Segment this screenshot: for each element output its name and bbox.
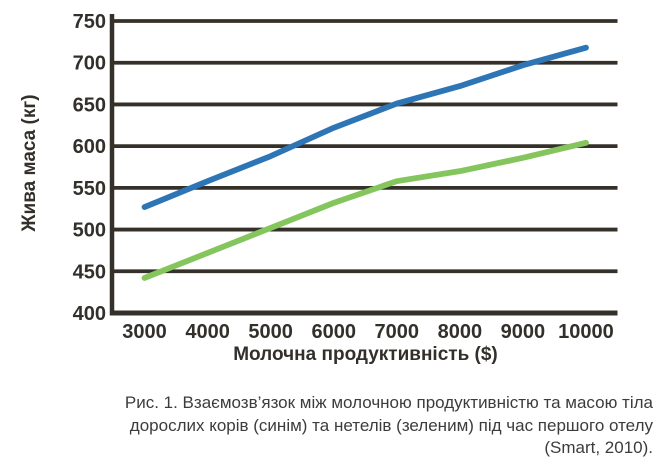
y-tick-label: 650 [73,94,106,116]
y-tick-label: 400 [73,303,106,325]
x-tick-label: 10000 [558,321,614,342]
caption-line-3: (Smart, 2010). [544,438,653,457]
x-tick-label: 3000 [122,321,167,342]
series-line-cows-blue [141,44,589,210]
y-tick-label: 500 [73,220,106,242]
y-tick-label: 750 [73,11,106,33]
x-tick-label: 5000 [248,321,293,342]
y-tick-label: 600 [73,136,106,158]
y-tick-label: 550 [73,178,106,200]
figure-caption: Рис. 1. Взаємозв’язок між молочною проду… [53,392,653,460]
y-tick-label: 700 [73,53,106,75]
x-axis-title: Молочна продуктивність ($) [233,344,498,365]
x-tick-label: 9000 [501,321,546,342]
caption-line-1: Рис. 1. Взаємозв’язок між молочною проду… [124,393,653,412]
x-tick-label: 8000 [438,321,483,342]
x-tick-label: 6000 [311,321,356,342]
x-tick-label: 4000 [185,321,230,342]
x-tick-label: 7000 [375,321,420,342]
y-tick-label: 450 [73,261,106,283]
caption-line-2: дорослих корів (синім) та нетелів (зелен… [129,415,653,435]
plot-area: 750 700 650 600 550 500 450 400 3000 4000 5000 6000… [73,11,618,342]
series-line-heifers-green [141,139,589,281]
